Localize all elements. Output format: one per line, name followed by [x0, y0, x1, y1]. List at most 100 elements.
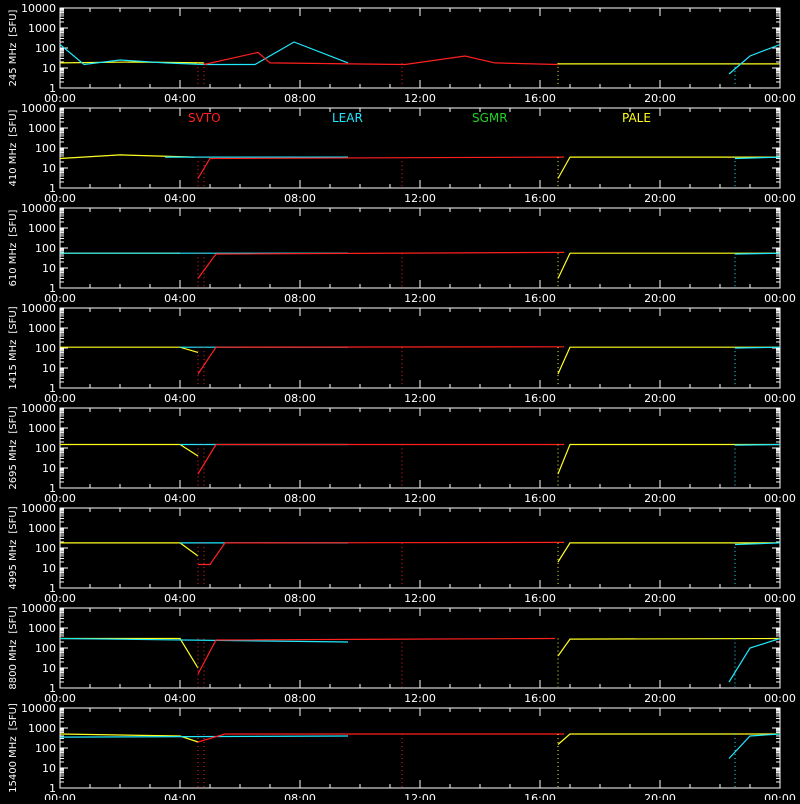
y-tick-label: 100	[35, 442, 56, 455]
series-lear	[60, 735, 349, 738]
unit-label: [SFU]	[8, 306, 19, 333]
series-svto	[197, 251, 565, 279]
x-tick-label: 08:00	[284, 92, 316, 105]
series-group	[60, 443, 780, 487]
y-tick-label: 1	[49, 182, 56, 195]
series-pale	[60, 61, 205, 64]
legend-item-lear: LEAR	[332, 111, 363, 125]
panel-7: 1 10 100 1000 10000 00:00 04:00 08:00 12:00 16:00…	[8, 602, 796, 705]
y-tick-label: 1000	[28, 622, 56, 635]
x-tick-label: 00:00	[44, 692, 76, 705]
y-tick-label: 1000	[28, 422, 56, 435]
series-svto	[197, 733, 564, 743]
series-pale	[557, 733, 780, 745]
unit-label: [SFU]	[8, 606, 19, 633]
x-tick-label: 00:00	[44, 292, 76, 305]
x-tick-label: 00:00	[764, 192, 796, 205]
frequency-label: 410 MHz	[8, 143, 19, 187]
frequency-label: 610 MHz	[8, 243, 19, 287]
x-tick-label: 00:00	[764, 492, 796, 505]
x-tick-label: 00:00	[44, 792, 76, 800]
series-svto	[197, 156, 565, 179]
series-lear	[728, 637, 780, 683]
x-tick-label: 12:00	[404, 92, 436, 105]
x-tick-label: 16:00	[524, 92, 556, 105]
x-tick-label: 00:00	[764, 292, 796, 305]
legend-item-svto: SVTO	[188, 111, 221, 125]
series-lear	[734, 252, 780, 255]
x-tick-label: 12:00	[404, 692, 436, 705]
series-lear	[734, 156, 780, 160]
y-tick-label: 1	[49, 382, 56, 395]
series-lear	[728, 43, 780, 75]
frequency-label: 15400 MHz	[8, 736, 19, 792]
y-tick-label: 1	[49, 582, 56, 595]
x-tick-label: 08:00	[284, 492, 316, 505]
x-tick-label: 00:00	[764, 792, 796, 800]
y-axis-label: 4995 MHz [SFU]	[8, 506, 19, 589]
y-axis-label: 610 MHz [SFU]	[8, 209, 19, 286]
y-tick-label: 10000	[21, 102, 56, 115]
y-tick-label: 100	[35, 342, 56, 355]
x-tick-label: 12:00	[404, 392, 436, 405]
y-tick-label: 10	[42, 262, 56, 275]
x-tick-label: 00:00	[44, 92, 76, 105]
y-axis-label: 1415 MHz [SFU]	[8, 306, 19, 389]
series-group	[60, 637, 780, 687]
legend-item-pale: PALE	[622, 111, 651, 125]
panel-3: 1 10 100 1000 10000 00:00 04:00 08:00 12:00 16:00…	[8, 202, 796, 305]
series-svto	[203, 51, 559, 66]
series-lear	[728, 733, 780, 759]
y-tick-label: 10000	[21, 502, 56, 515]
y-tick-label: 10	[42, 62, 56, 75]
x-tick-label: 16:00	[524, 292, 556, 305]
y-tick-label: 1	[49, 282, 56, 295]
series-svto	[198, 541, 565, 566]
y-tick-label: 100	[35, 42, 56, 55]
y-tick-label: 10000	[21, 602, 56, 615]
unit-label: [SFU]	[8, 506, 19, 533]
series-lear	[60, 41, 349, 66]
x-tick-label: 16:00	[524, 492, 556, 505]
panel-5: 1 10 100 1000 10000 00:00 04:00 08:00 12:00 16:00…	[8, 402, 796, 505]
x-tick-label: 04:00	[164, 692, 196, 705]
y-axis-label: 410 MHz [SFU]	[8, 109, 19, 186]
series-pale	[557, 637, 780, 657]
series-group	[60, 251, 780, 287]
series-pale	[557, 156, 780, 179]
series-pale	[557, 252, 780, 279]
y-tick-label: 100	[35, 142, 56, 155]
y-tick-label: 1	[49, 682, 56, 695]
series-pale	[557, 443, 780, 475]
y-tick-label: 1000	[28, 322, 56, 335]
x-tick-label: 16:00	[524, 792, 556, 800]
series-group	[60, 541, 780, 587]
series-group	[60, 346, 780, 387]
series-pale	[60, 154, 196, 160]
series-group	[60, 154, 780, 187]
x-tick-label: 16:00	[524, 692, 556, 705]
frequency-label: 2695 MHz	[8, 440, 19, 490]
y-tick-label: 10	[42, 162, 56, 175]
y-tick-label: 1000	[28, 222, 56, 235]
x-tick-label: 04:00	[164, 292, 196, 305]
frequency-label: 8800 MHz	[8, 640, 19, 690]
series-pale	[557, 346, 780, 375]
x-tick-label: 08:00	[284, 192, 316, 205]
y-axis-label: 15400 MHz [SFU]	[8, 703, 19, 793]
y-tick-label: 10	[42, 362, 56, 375]
series-group	[60, 41, 780, 87]
y-tick-label: 100	[35, 542, 56, 555]
x-tick-label: 04:00	[164, 592, 196, 605]
x-tick-label: 04:00	[164, 392, 196, 405]
x-tick-label: 08:00	[284, 292, 316, 305]
unit-label: [SFU]	[8, 209, 19, 236]
x-tick-label: 00:00	[764, 592, 796, 605]
y-tick-label: 1	[49, 82, 56, 95]
x-tick-label: 16:00	[524, 592, 556, 605]
x-tick-label: 12:00	[404, 192, 436, 205]
x-tick-label: 12:00	[404, 792, 436, 800]
y-tick-label: 10000	[21, 2, 56, 15]
y-tick-label: 100	[35, 642, 56, 655]
